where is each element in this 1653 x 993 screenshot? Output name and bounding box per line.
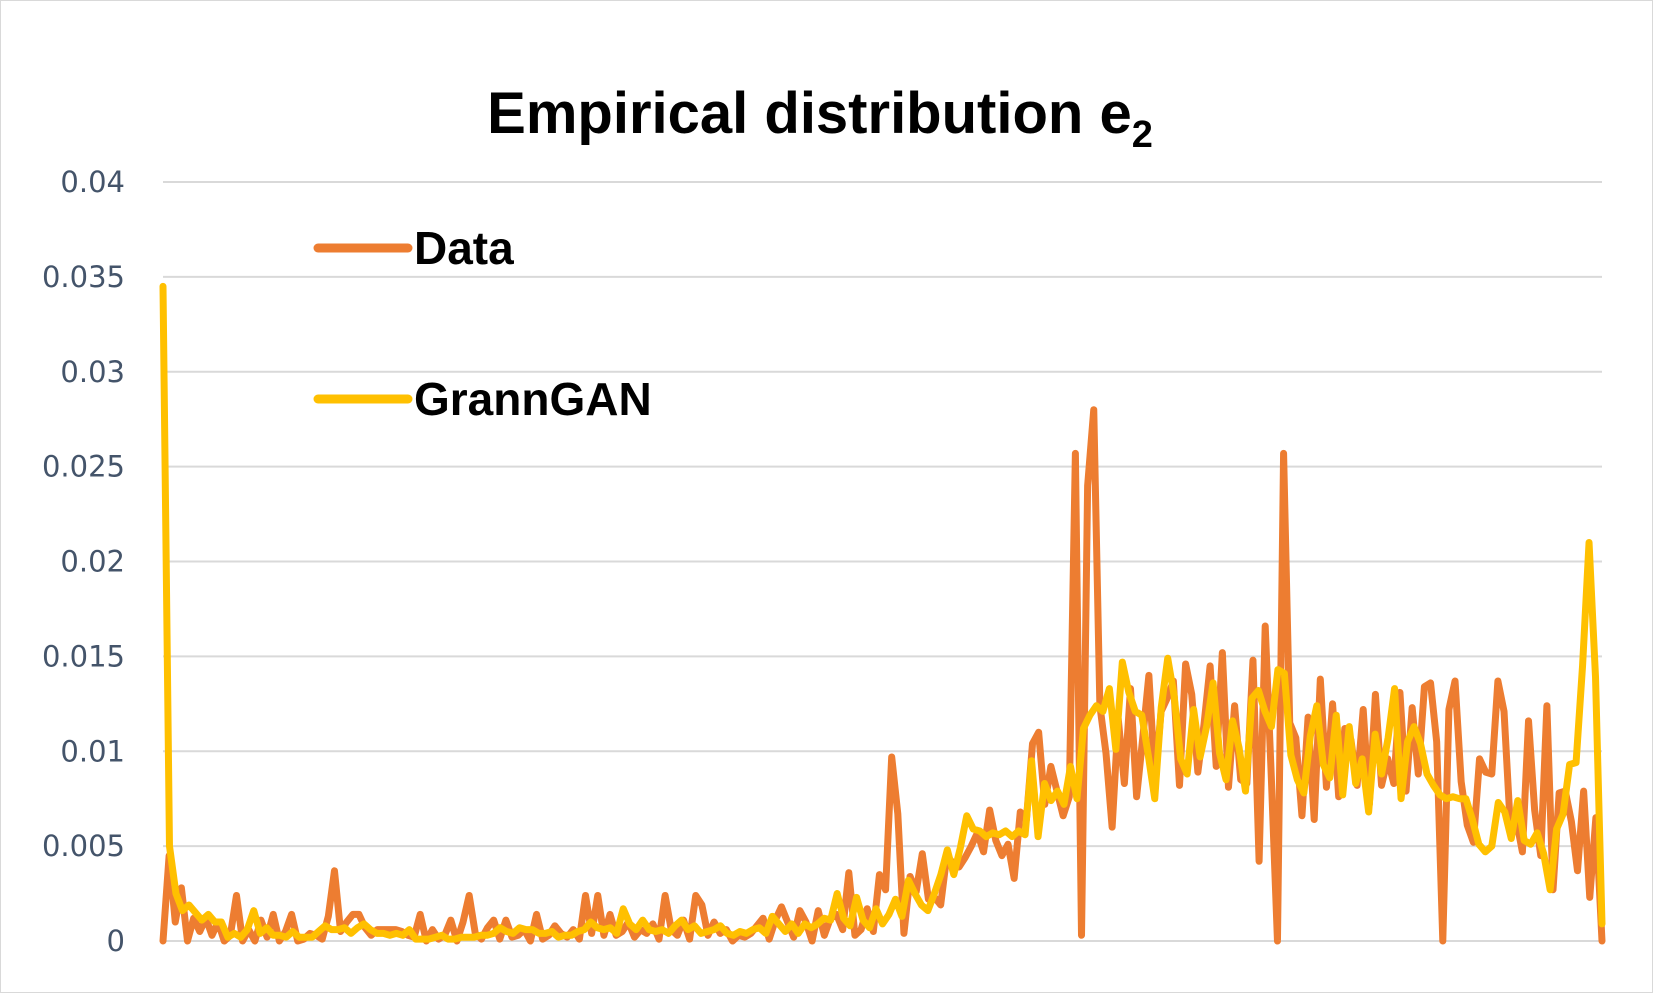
chart-title-text: Empirical distribution e xyxy=(487,81,1132,146)
y-tick-label: 0.025 xyxy=(42,450,125,484)
legend-label-data: Data xyxy=(414,222,514,274)
y-tick-label: 0 xyxy=(107,924,125,958)
y-tick-label: 0.03 xyxy=(60,355,125,389)
series-lines xyxy=(159,282,1606,945)
y-tick-label: 0.015 xyxy=(42,639,125,673)
legend: Data GrannGAN xyxy=(313,222,652,425)
y-tick-label: 0.02 xyxy=(60,545,125,579)
series-line-granngan xyxy=(159,282,1606,943)
chart-title-subscript: 2 xyxy=(1131,114,1153,156)
y-tick-label: 0.04 xyxy=(60,165,125,199)
y-tick-label: 0.035 xyxy=(42,260,125,294)
y-tick-label: 0.005 xyxy=(42,829,125,863)
y-tick-label: 0.01 xyxy=(60,734,125,768)
series-line-data xyxy=(159,406,1606,945)
legend-label-granngan: GrannGAN xyxy=(414,373,652,425)
gridlines xyxy=(163,181,1602,942)
chart-title: Empirical distribution e2 xyxy=(0,80,1640,157)
y-axis-labels: 0 0.005 0.01 0.015 0.02 0.025 0.03 0.035 0.04 xyxy=(42,165,125,958)
